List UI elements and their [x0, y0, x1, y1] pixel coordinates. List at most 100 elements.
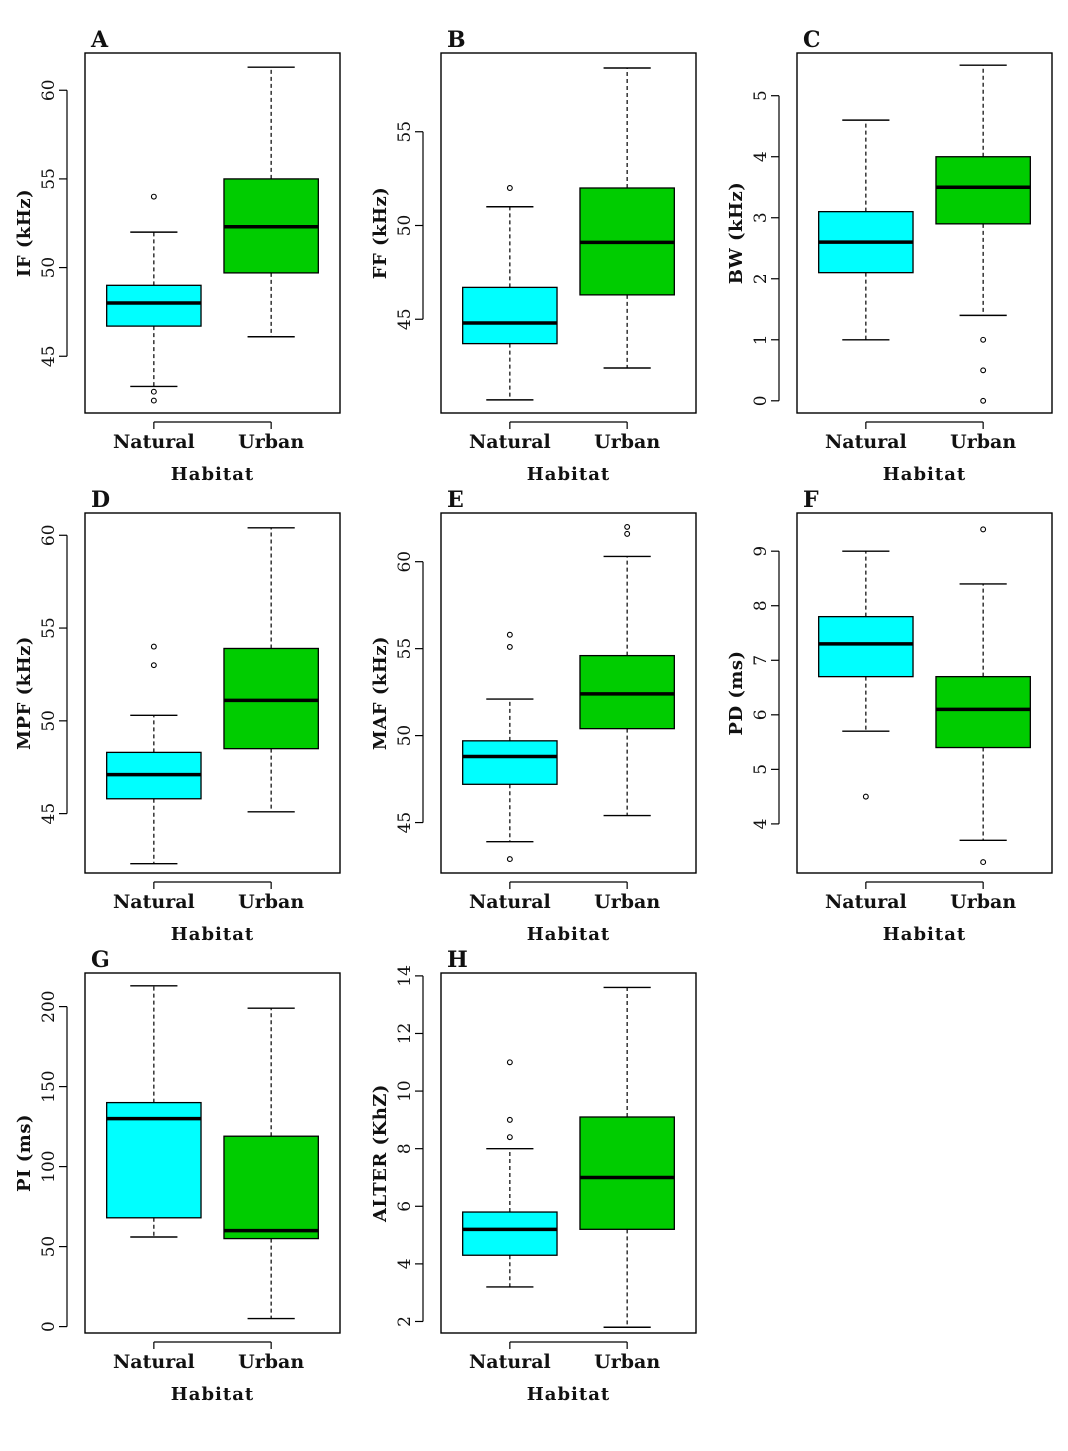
- plot-frame: [84, 512, 341, 874]
- box-urban: [935, 64, 1031, 404]
- x-category-label: Urban: [594, 891, 660, 913]
- y-tick-label: 10: [395, 1080, 415, 1102]
- x-category-label: Urban: [594, 431, 660, 453]
- x-category-label: Urban: [950, 891, 1016, 913]
- y-tick-label: 3: [751, 212, 771, 223]
- x-category-label: Natural: [113, 431, 195, 453]
- y-tick-label: 55: [395, 638, 415, 660]
- x-category-label: Urban: [238, 431, 304, 453]
- panel-letter: E: [447, 487, 464, 513]
- y-tick-label: 45: [39, 345, 59, 367]
- y-tick-label: 45: [395, 308, 415, 330]
- y-tick-label: 55: [39, 617, 59, 639]
- panel-letter: B: [447, 27, 466, 53]
- iqr-box: [223, 1135, 319, 1240]
- y-tick-label: 150: [39, 1070, 59, 1102]
- box-natural: [106, 193, 202, 404]
- y-tick-label: 100: [39, 1150, 59, 1182]
- box-urban: [223, 527, 319, 813]
- y-axis-label: FF (kHz): [370, 187, 391, 280]
- panel-letter: G: [91, 947, 110, 973]
- y-tick-label: 0: [751, 395, 771, 406]
- y-tick-label: 60: [39, 79, 59, 101]
- plot-frame: [84, 972, 341, 1334]
- y-tick-label: 8: [395, 1143, 415, 1154]
- plot-frame: [84, 52, 341, 414]
- x-axis-label: Habitat: [171, 464, 254, 485]
- outlier-point: [506, 185, 513, 191]
- outlier-point: [862, 793, 869, 800]
- y-axis-label: IF (kHz): [14, 189, 35, 277]
- plot-frame: [440, 512, 697, 874]
- panel-letter: F: [803, 487, 819, 513]
- y-tick-label: 0: [39, 1321, 59, 1332]
- box-natural: [462, 185, 558, 401]
- outlier-point: [150, 662, 157, 669]
- x-category-label: Natural: [825, 891, 907, 913]
- x-category-label: Natural: [469, 431, 551, 453]
- y-tick-label: 4: [395, 1258, 415, 1269]
- panel-f: F 4 5 6 7 8 9 PD (ms) Natural Urban Habitat: [726, 487, 1053, 945]
- plot-frame: [796, 52, 1053, 414]
- box-urban: [579, 523, 675, 817]
- y-tick-label: 60: [395, 551, 415, 573]
- outlier-point: [980, 367, 987, 374]
- iqr-box: [935, 156, 1031, 225]
- x-category-label: Natural: [825, 431, 907, 453]
- x-axis-label: Habitat: [883, 464, 966, 485]
- x-axis-label: Habitat: [171, 924, 254, 945]
- iqr-box: [106, 1101, 202, 1219]
- y-tick-label: 12: [395, 1023, 415, 1045]
- outlier-point: [150, 388, 157, 395]
- plot-frame: [440, 52, 697, 414]
- outlier-point: [506, 1059, 513, 1066]
- iqr-box: [106, 284, 202, 327]
- outlier-point: [980, 397, 987, 404]
- outlier-point: [980, 526, 987, 533]
- outlier-point: [980, 859, 987, 866]
- y-tick-label: 5: [751, 764, 771, 775]
- box-natural: [462, 631, 558, 863]
- outlier-point: [980, 336, 987, 343]
- y-tick-label: 55: [395, 121, 415, 143]
- box-natural: [818, 119, 914, 341]
- x-category-label: Urban: [594, 1351, 660, 1373]
- plot-frame: [796, 512, 1053, 874]
- panel-a: A 45 50 55 60 IF (kHz) Natural Urban Habitat: [14, 27, 341, 485]
- x-axis-label: Habitat: [883, 924, 966, 945]
- box-urban: [223, 1007, 319, 1320]
- y-tick-label: 1: [751, 334, 771, 345]
- y-tick-label: 8: [751, 600, 771, 611]
- x-category-label: Natural: [113, 891, 195, 913]
- box-natural: [106, 643, 202, 865]
- y-axis-label: PI (ms): [14, 1114, 35, 1192]
- y-tick-label: 5: [751, 90, 771, 101]
- outlier-point: [624, 530, 631, 537]
- y-tick-label: 50: [395, 215, 415, 237]
- y-tick-label: 200: [39, 990, 59, 1022]
- panel-letter: H: [447, 947, 468, 973]
- outlier-point: [506, 1116, 513, 1123]
- x-category-label: Urban: [238, 891, 304, 913]
- panel-g: G 0 50 100 150 200 PI (ms) Natural Urban Habitat: [14, 947, 341, 1405]
- x-axis-label: Habitat: [171, 1384, 254, 1405]
- y-tick-label: 50: [39, 1236, 59, 1258]
- outlier-point: [150, 397, 157, 404]
- panel-b: B 45 50 55 FF (kHz) Natural Urban Habitat: [370, 27, 697, 485]
- outlier-point: [150, 193, 157, 200]
- y-tick-label: 2: [395, 1316, 415, 1327]
- x-axis-label: Habitat: [527, 924, 610, 945]
- y-tick-label: 7: [751, 655, 771, 666]
- y-tick-label: 14: [395, 965, 415, 987]
- outlier-point: [506, 856, 513, 863]
- panel-letter: A: [90, 27, 109, 53]
- y-tick-label: 9: [751, 546, 771, 557]
- iqr-box: [462, 1211, 558, 1256]
- box-natural: [818, 550, 914, 800]
- iqr-box: [579, 1116, 675, 1230]
- y-axis-label: ALTER (KhZ): [370, 1084, 391, 1223]
- iqr-box: [223, 647, 319, 750]
- y-tick-label: 4: [751, 151, 771, 162]
- box-natural: [462, 1059, 558, 1288]
